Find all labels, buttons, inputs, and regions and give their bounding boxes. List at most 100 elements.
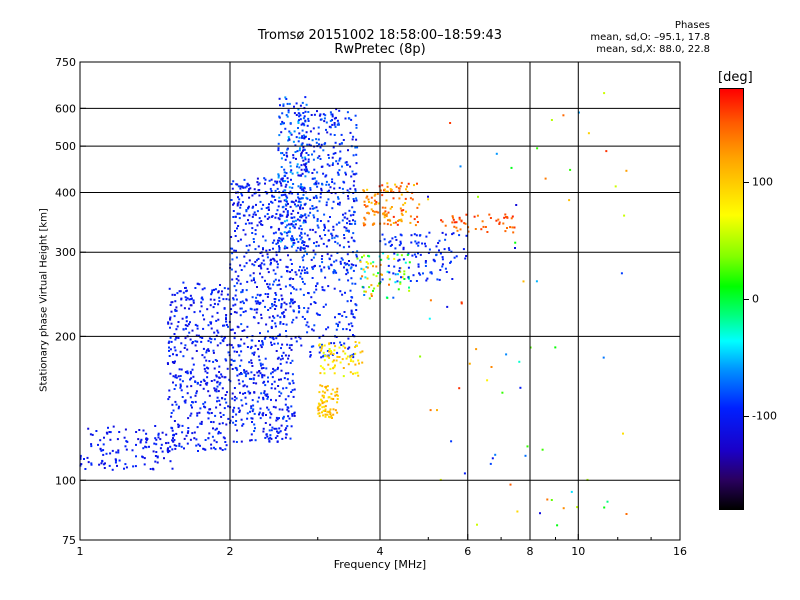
data-point bbox=[278, 299, 280, 302]
data-point bbox=[241, 380, 244, 383]
data-point bbox=[340, 344, 343, 346]
data-point bbox=[295, 205, 298, 208]
data-point bbox=[199, 336, 202, 339]
data-point bbox=[259, 407, 262, 410]
y-tick-label: 400 bbox=[55, 186, 76, 199]
data-point bbox=[353, 240, 356, 243]
data-point bbox=[261, 224, 264, 226]
data-point bbox=[298, 200, 301, 203]
data-point bbox=[270, 413, 273, 416]
data-point bbox=[284, 428, 287, 431]
data-point bbox=[191, 341, 194, 343]
data-point bbox=[245, 402, 248, 405]
data-point bbox=[370, 196, 373, 199]
data-point bbox=[240, 359, 243, 362]
data-point bbox=[488, 213, 491, 216]
data-point bbox=[269, 259, 272, 262]
data-point bbox=[400, 254, 403, 257]
data-point bbox=[280, 347, 282, 350]
data-point bbox=[200, 340, 203, 343]
data-point bbox=[372, 210, 374, 213]
data-point bbox=[336, 351, 339, 354]
data-point bbox=[295, 136, 298, 139]
data-point bbox=[413, 233, 416, 236]
data-point bbox=[298, 174, 301, 177]
data-point bbox=[283, 154, 286, 156]
data-point bbox=[341, 293, 344, 296]
colorbar-tick-label: -100 bbox=[752, 409, 777, 423]
data-point bbox=[252, 404, 255, 407]
data-point bbox=[343, 266, 345, 269]
data-point bbox=[407, 266, 410, 269]
data-point bbox=[335, 336, 338, 338]
data-point bbox=[159, 438, 162, 441]
data-point bbox=[333, 366, 336, 369]
data-point bbox=[234, 235, 237, 237]
data-point bbox=[341, 165, 343, 168]
data-point bbox=[306, 197, 309, 200]
data-point bbox=[216, 329, 219, 332]
data-point bbox=[240, 307, 243, 310]
data-point bbox=[171, 448, 174, 451]
data-point bbox=[269, 411, 272, 414]
data-point bbox=[622, 432, 624, 435]
data-point bbox=[168, 346, 170, 349]
data-point bbox=[417, 244, 420, 247]
data-point bbox=[453, 256, 456, 259]
data-point bbox=[172, 353, 174, 356]
data-point bbox=[282, 311, 285, 314]
data-point bbox=[393, 265, 396, 268]
data-point bbox=[394, 236, 397, 238]
data-point bbox=[285, 372, 287, 375]
data-point bbox=[170, 412, 173, 414]
data-point bbox=[227, 405, 230, 408]
data-point bbox=[306, 124, 309, 127]
data-point bbox=[302, 207, 304, 210]
data-point bbox=[245, 370, 248, 373]
data-point bbox=[429, 271, 432, 274]
data-point bbox=[145, 441, 148, 444]
data-point bbox=[329, 408, 332, 411]
data-point bbox=[207, 324, 210, 327]
data-point bbox=[367, 211, 369, 214]
data-point bbox=[237, 344, 240, 347]
data-point bbox=[338, 346, 341, 349]
data-point bbox=[176, 292, 179, 295]
data-point bbox=[307, 154, 310, 156]
data-point bbox=[251, 365, 254, 367]
data-point bbox=[266, 406, 269, 409]
data-point bbox=[326, 413, 329, 416]
data-point bbox=[293, 242, 296, 245]
data-point bbox=[344, 291, 346, 294]
data-point bbox=[345, 227, 348, 230]
data-point bbox=[228, 378, 231, 381]
data-point bbox=[332, 398, 335, 400]
data-point bbox=[169, 372, 172, 375]
data-point bbox=[241, 186, 244, 188]
data-point bbox=[459, 165, 462, 168]
data-point bbox=[178, 442, 181, 445]
data-point bbox=[315, 196, 318, 199]
data-point bbox=[314, 182, 317, 184]
data-point bbox=[326, 389, 329, 392]
data-point bbox=[441, 220, 444, 223]
data-point bbox=[228, 298, 231, 301]
data-point bbox=[343, 342, 346, 345]
data-point bbox=[311, 139, 314, 142]
data-point bbox=[212, 427, 214, 430]
data-point bbox=[253, 188, 256, 191]
data-point bbox=[336, 390, 339, 393]
data-point bbox=[202, 387, 205, 390]
data-point bbox=[257, 257, 260, 260]
data-point bbox=[417, 263, 420, 266]
data-point bbox=[141, 456, 144, 459]
data-point bbox=[230, 358, 233, 361]
data-point bbox=[231, 278, 234, 281]
data-point bbox=[242, 392, 245, 395]
data-point bbox=[382, 252, 385, 255]
data-point bbox=[178, 424, 181, 427]
data-point bbox=[365, 261, 368, 264]
data-point bbox=[316, 220, 319, 222]
data-point bbox=[288, 417, 291, 420]
data-point bbox=[219, 342, 222, 345]
